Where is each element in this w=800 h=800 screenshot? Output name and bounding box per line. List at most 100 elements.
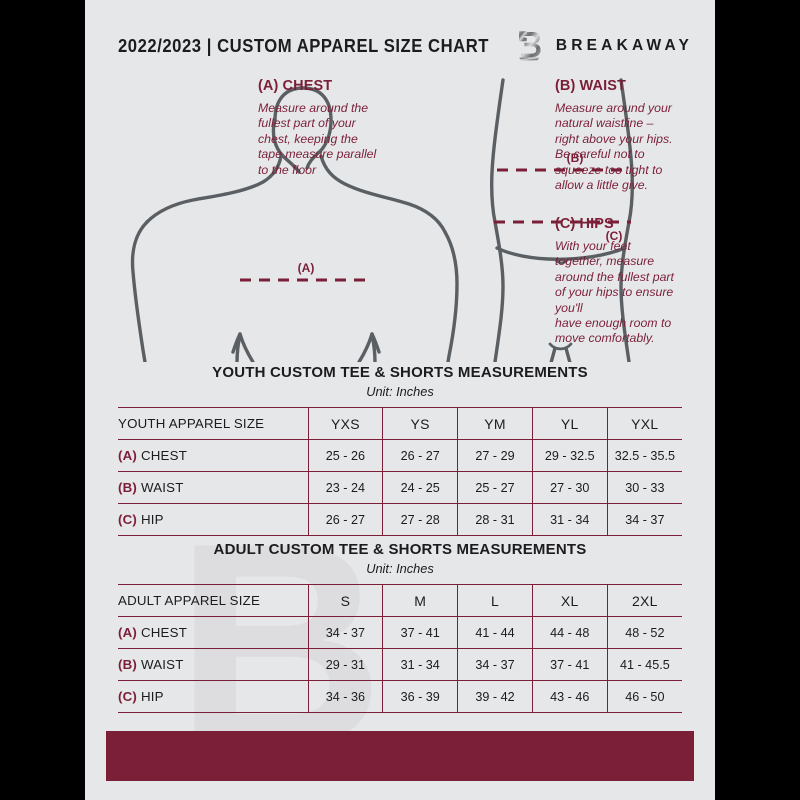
callout-chest-title: (A) CHEST (258, 78, 333, 94)
youth-column-header-ym: YM (457, 407, 533, 440)
youth-cell-waist-ys: 24 - 25 (382, 471, 458, 504)
head-left-outline (271, 118, 301, 174)
youth-row-label-hip: (C) HIP (118, 503, 308, 536)
youth-table-body: YOUTH APPAREL SIZE YXS YS YM YL YXL (A) CHEST 2… (118, 407, 682, 536)
youth-cell-hip-yxl: 34 - 37 (606, 503, 682, 536)
measure-label: CHEST (137, 625, 188, 640)
adult-column-header-xl: XL (531, 584, 608, 617)
right-armpit (357, 332, 374, 362)
footer-bar (106, 731, 694, 781)
callout-waist-body: Measure around your natural waistline – … (555, 101, 673, 193)
adult-cell-chest-2xl: 48 - 52 (606, 616, 682, 649)
youth-cell-waist-yxl: 30 - 33 (606, 471, 682, 504)
youth-cell-waist-ym: 25 - 27 (457, 471, 533, 504)
measure-label: CHEST (137, 448, 188, 463)
table-row: (A) CHEST 25 - 26 26 - 27 27 - 29 29 - 32.5 3… (118, 439, 682, 472)
callout-hips-title: (C) HIPS (555, 216, 614, 232)
measure-label: HIP (137, 689, 164, 704)
youth-size-table-block: YOUTH CUSTOM TEE & SHORTS MEASUREMENTS U… (118, 364, 682, 536)
brand-lockup: BREAKAWAY (517, 30, 693, 62)
adult-cell-hip-s: 34 - 36 (307, 680, 383, 713)
youth-header-row: YOUTH APPAREL SIZE YXS YS YM YL YXL (118, 407, 682, 440)
adult-column-header-l: L (457, 584, 533, 617)
adult-cell-chest-l: 41 - 44 (457, 616, 533, 649)
adult-row-label-chest: (A) CHEST (118, 616, 308, 649)
crotch-line (548, 342, 573, 351)
page-header: 2022/2023 | CUSTOM APPAREL SIZE CHART BR… (85, 24, 715, 68)
youth-column-header-ys: YS (382, 407, 458, 440)
chest-line-label: (A) (298, 261, 315, 275)
adult-cell-waist-2xl: 41 - 45.5 (606, 648, 682, 681)
size-chart-page: B 2022/2023 | CUSTOM APPAREL SIZE CHART (85, 0, 715, 800)
brand-name: BREAKAWAY (555, 37, 693, 54)
body-figures: (A) (B) (C) (130, 78, 635, 362)
hip-line-label: (C) (606, 229, 623, 243)
callout-waist: (B) WAIST Measure around your natural wa… (555, 78, 705, 193)
adult-table-body: ADULT APPAREL SIZE S M L XL 2XL (A) CHEST 34 - … (118, 584, 682, 713)
youth-table-title: YOUTH CUSTOM TEE & SHORTS MEASUREMENTS (212, 364, 588, 381)
table-row: (B) WAIST 23 - 24 24 - 25 25 - 27 27 - 30 30 … (118, 471, 682, 504)
right-shoulder (319, 154, 447, 234)
youth-row-label-chest: (A) CHEST (118, 439, 308, 472)
left-shoulder (145, 154, 283, 224)
adult-table-unit: Unit: Inches (366, 561, 434, 576)
youth-column-header-yxs: YXS (307, 407, 383, 440)
callout-hips-body: With your feet together, measure around … (555, 239, 674, 346)
callout-chest-body: Measure around the fullest part of your … (258, 101, 377, 177)
table-row: (A) CHEST 34 - 37 37 - 41 41 - 44 44 - 48 48 … (118, 616, 682, 649)
right-leg-inner (564, 346, 572, 362)
breakaway-b-logo-icon (518, 31, 541, 61)
adult-cell-chest-s: 34 - 37 (307, 616, 383, 649)
adult-cell-chest-xl: 44 - 48 (531, 616, 608, 649)
left-arm-outer (130, 220, 149, 362)
measure-label: WAIST (137, 657, 184, 672)
measure-label: HIP (137, 512, 164, 527)
left-leg-inner (549, 346, 557, 362)
youth-cell-chest-yxl: 32.5 - 35.5 (606, 439, 682, 472)
right-armpit-crease (370, 332, 381, 354)
head-outline (273, 86, 333, 170)
youth-table-unit: Unit: Inches (366, 384, 434, 399)
adult-cell-waist-m: 31 - 34 (382, 648, 458, 681)
adult-cell-hip-l: 39 - 42 (457, 680, 533, 713)
adult-header-row: ADULT APPAREL SIZE S M L XL 2XL (118, 584, 682, 617)
measure-tag: (A) (118, 625, 138, 640)
adult-cell-hip-xl: 43 - 46 (531, 680, 608, 713)
adult-cell-chest-m: 37 - 41 (382, 616, 458, 649)
page-title: 2022/2023 | CUSTOM APPAREL SIZE CHART (118, 35, 489, 56)
youth-column-header-yxl: YXL (606, 407, 682, 440)
navel (553, 257, 570, 265)
callout-chest: (A) CHEST Measure around the fullest par… (258, 78, 448, 178)
measurement-illustration: (A) (B) (C) (A) CHEST Measure around the… (85, 72, 715, 362)
table-row: (C) HIP 34 - 36 36 - 39 39 - 42 43 - 46 46 - … (118, 680, 682, 713)
adult-cell-waist-s: 29 - 31 (307, 648, 383, 681)
measure-tag: (C) (118, 512, 138, 527)
table-row: (B) WAIST 29 - 31 31 - 34 34 - 37 37 - 41 41 … (118, 648, 682, 681)
youth-size-table: YOUTH APPAREL SIZE YXS YS YM YL YXL (A) CHEST 2… (118, 407, 682, 536)
adult-column-header-m: M (382, 584, 458, 617)
youth-cell-chest-ys: 26 - 27 (382, 439, 458, 472)
left-armpit-crease (231, 332, 242, 354)
callout-waist-title: (B) WAIST (555, 78, 626, 94)
youth-cell-waist-yl: 27 - 30 (531, 471, 608, 504)
adult-cell-hip-m: 36 - 39 (382, 680, 458, 713)
youth-cell-hip-yl: 31 - 34 (531, 503, 608, 536)
callout-hips: (C) HIPS With your feet together, measur… (555, 216, 705, 347)
adult-row-label-waist: (B) WAIST (118, 648, 308, 681)
measure-tag: (C) (118, 689, 138, 704)
youth-cell-chest-yl: 29 - 32.5 (531, 439, 608, 472)
waist-line-label: (B) (567, 151, 584, 165)
adult-size-table: ADULT APPAREL SIZE S M L XL 2XL (A) CHEST 34 - … (118, 584, 682, 713)
adult-cell-waist-l: 34 - 37 (457, 648, 533, 681)
adult-row-label-hip: (C) HIP (118, 680, 308, 713)
youth-cell-chest-yxs: 25 - 26 (307, 439, 383, 472)
youth-row-label-waist: (B) WAIST (118, 471, 308, 504)
left-armpit (238, 332, 255, 362)
youth-cell-waist-yxs: 23 - 24 (307, 471, 383, 504)
adult-cell-hip-2xl: 46 - 50 (606, 680, 682, 713)
measure-tag: (B) (118, 657, 138, 672)
youth-cell-hip-yxs: 26 - 27 (307, 503, 383, 536)
youth-row-label-header: YOUTH APPAREL SIZE (118, 407, 308, 440)
youth-cell-hip-ym: 28 - 31 (457, 503, 533, 536)
adult-column-header-s: S (307, 584, 383, 617)
